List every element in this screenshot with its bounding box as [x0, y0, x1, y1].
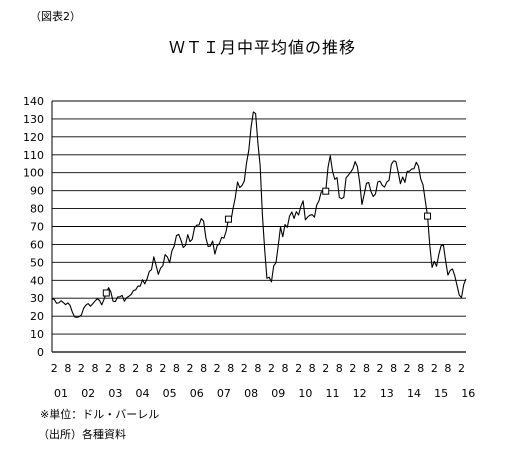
y-tick-label: 110 [23, 149, 44, 162]
chart-title: ＷＴＩ月中平均値の推移 [168, 38, 356, 57]
wti-monthly-average-line [51, 111, 467, 318]
year-label: 15 [434, 387, 448, 400]
y-tick-label: 20 [30, 310, 44, 323]
marker-layer [102, 187, 432, 297]
x-tick-label: 8 [146, 362, 153, 375]
data-marker [424, 212, 432, 220]
x-tick-label: 2 [78, 362, 85, 375]
x-tick-label: 8 [336, 362, 343, 375]
x-tick-label: 2 [187, 362, 194, 375]
year-label: 06 [190, 387, 204, 400]
x-tick-label: 2 [322, 362, 329, 375]
x-tick-label: 8 [363, 362, 370, 375]
year-label: 08 [244, 387, 258, 400]
year-label: 13 [380, 387, 394, 400]
x-tick-label: 8 [64, 362, 71, 375]
y-tick-label: 140 [23, 95, 44, 108]
year-label: 16 [461, 387, 475, 400]
data-marker [102, 289, 110, 297]
x-tick-label: 2 [159, 362, 166, 375]
x-tick-label: 2 [431, 362, 438, 375]
x-tick-label: 8 [119, 362, 126, 375]
data-marker [224, 215, 232, 223]
year-label: 03 [108, 387, 122, 400]
x-tick-label: 8 [254, 362, 261, 375]
x-tick-label: 8 [309, 362, 316, 375]
x-tick-label: 2 [377, 362, 384, 375]
x-axis-year-labels: 01 02 03 04 05 06 07 08 09 10 11 12 13 14 15 16 [54, 387, 475, 400]
figure-label: （図表2） [30, 10, 81, 23]
x-tick-label: 8 [91, 362, 98, 375]
y-tick-label: 60 [30, 238, 44, 251]
x-tick-label: 2 [105, 362, 112, 375]
x-tick-label: 2 [404, 362, 411, 375]
x-tick-label: 2 [295, 362, 302, 375]
year-label: 02 [81, 387, 95, 400]
y-tick-label: 10 [30, 328, 44, 341]
y-tick-label: 100 [23, 167, 44, 180]
y-tick-label: 50 [30, 256, 44, 269]
year-label: 12 [353, 387, 367, 400]
x-tick-label: 2 [458, 362, 465, 375]
data-marker [322, 187, 330, 195]
x-tick-label: 2 [241, 362, 248, 375]
y-axis-tick-labels: 0 10 20 30 40 50 60 70 80 90 100 110 120 130 140 [23, 95, 44, 359]
y-tick-label: 70 [30, 221, 44, 234]
grid-lines [51, 100, 466, 353]
x-tick-label: 8 [444, 362, 451, 375]
year-label: 07 [217, 387, 231, 400]
y-tick-label: 80 [30, 203, 44, 216]
y-tick-label: 90 [30, 185, 44, 198]
year-label: 05 [163, 387, 177, 400]
x-tick-label: 2 [132, 362, 139, 375]
unit-note: ※単位：ドル・バーレル [40, 408, 160, 421]
x-tick-label: 8 [200, 362, 207, 375]
year-label: 10 [298, 387, 312, 400]
x-tick-label: 2 [349, 362, 356, 375]
y-tick-label: 30 [30, 292, 44, 305]
series-layer [51, 111, 467, 318]
x-tick-label: 8 [390, 362, 397, 375]
year-label: 09 [271, 387, 285, 400]
year-label: 14 [407, 387, 421, 400]
y-tick-label: 40 [30, 274, 44, 287]
x-tick-label: 2 [51, 362, 58, 375]
year-label: 11 [326, 387, 340, 400]
x-tick-label: 8 [282, 362, 289, 375]
y-tick-label: 120 [23, 131, 44, 144]
year-label: 01 [54, 387, 68, 400]
x-tick-label: 8 [227, 362, 234, 375]
x-tick-label: 2 [214, 362, 221, 375]
y-tick-label: 130 [23, 113, 44, 126]
x-tick-label: 2 [268, 362, 275, 375]
year-label: 04 [135, 387, 149, 400]
y-tick-label: 0 [37, 346, 44, 359]
x-tick-label: 8 [173, 362, 180, 375]
source-note: （出所）各種資料 [38, 428, 126, 441]
x-tick-label: 8 [417, 362, 424, 375]
